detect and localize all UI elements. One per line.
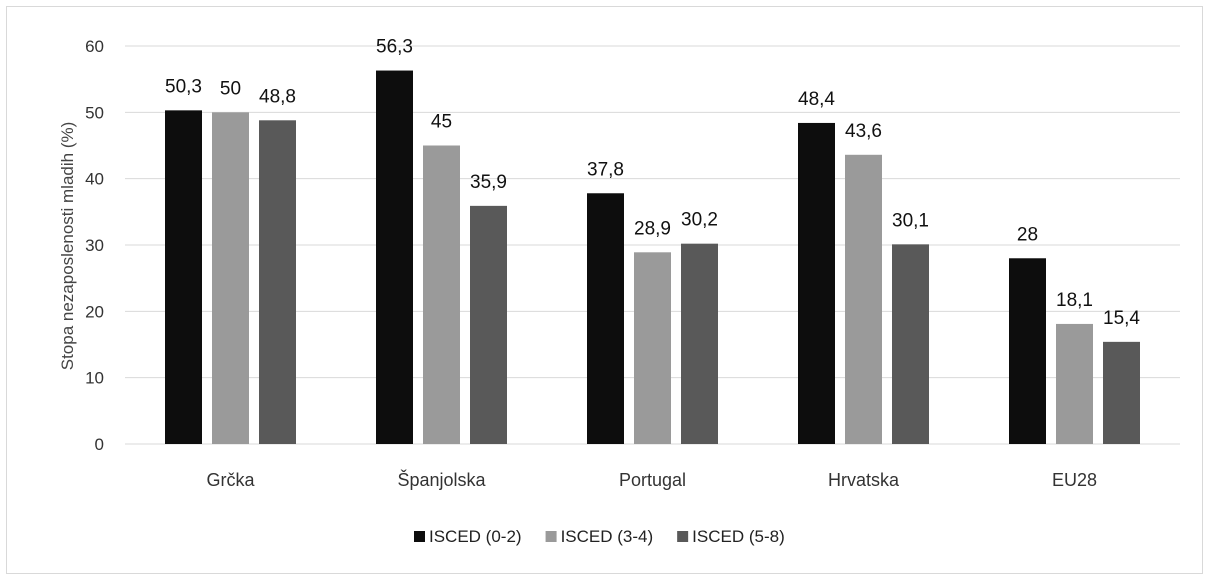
legend-label: ISCED (0-2) [429,527,522,546]
data-label: 28,9 [634,218,671,239]
y-tick-label: 10 [85,369,104,388]
bar [587,193,624,444]
bar [1009,258,1046,444]
y-tick-label: 20 [85,302,104,321]
data-label: 50 [220,78,241,99]
data-label: 45 [431,112,452,133]
legend-swatch [545,531,557,542]
data-label: 50,3 [165,76,202,97]
x-category-label: EU28 [1052,470,1097,490]
x-category-label: Hrvatska [828,470,900,490]
bar [470,205,507,444]
y-tick-label: 0 [95,435,104,454]
data-label: 18,1 [1056,290,1093,311]
legend-label: ISCED (5-8) [692,527,785,546]
gridlines [125,45,1180,445]
x-axis-categories: Grčka Španjolska Portugal Hrvatska EU28 [206,469,1097,490]
x-category-label: Grčka [206,470,255,490]
bar [165,110,202,445]
data-label: 30,2 [681,210,718,231]
bar [212,112,249,444]
legend: ISCED (0-2) ISCED (3-4) ISCED (5-8) [414,527,785,546]
data-label: 43,6 [845,121,882,142]
x-category-label: Portugal [619,470,686,490]
bars [165,70,1140,445]
data-label: 48,8 [259,86,296,107]
y-axis-ticks: 0 10 20 30 40 50 60 [85,37,104,454]
y-axis-label: Stopa nezaposlenosti mladih (%) [58,122,77,371]
data-label: 28 [1017,224,1038,245]
x-category-label: Španjolska [397,469,486,490]
data-label: 35,9 [470,172,507,193]
bar [798,122,835,445]
bar [376,70,413,444]
data-labels: 50,3 50 48,8 56,3 45 35,9 37,8 28,9 30,2 48,4 43,6… [165,37,1140,329]
bar [845,154,882,444]
y-tick-label: 40 [85,170,104,189]
y-tick-label: 60 [85,37,104,56]
legend-swatch [414,531,425,542]
bar [259,120,296,444]
bar [1103,341,1140,444]
legend-swatch [677,531,689,542]
bar [634,252,671,444]
bar [681,243,718,444]
y-tick-label: 50 [85,103,104,122]
data-label: 37,8 [587,159,624,180]
data-label: 30,1 [892,210,929,231]
data-label: 15,4 [1103,308,1140,329]
legend-label: ISCED (3-4) [561,527,654,546]
bar [1056,323,1093,444]
data-label: 56,3 [376,37,413,58]
bar [892,244,929,444]
y-tick-label: 30 [85,236,104,255]
data-label: 48,4 [798,89,835,110]
bar [423,145,460,444]
